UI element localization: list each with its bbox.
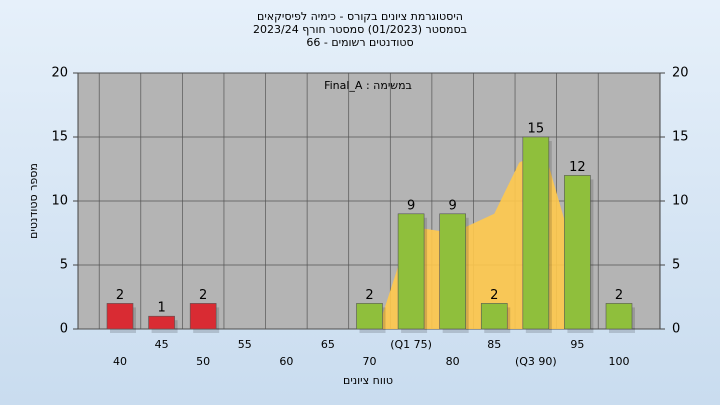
x-tick-label: 100 — [609, 355, 630, 368]
bar — [522, 136, 550, 330]
x-tick-label: 85 — [487, 338, 501, 351]
x-axis-label: טווח ציונים — [343, 374, 393, 387]
x-tick-label: 45 — [155, 338, 169, 351]
bar — [439, 213, 466, 330]
y2-tick-label: 0 — [672, 322, 680, 337]
y-tick-label: 15 — [51, 130, 68, 145]
data-label: 2 — [199, 288, 207, 303]
y-tick-label: 5 — [60, 258, 68, 273]
data-label: 2 — [615, 288, 623, 303]
x-tick-label: 40 — [113, 355, 127, 368]
y2-tick-label: 5 — [672, 258, 680, 273]
y2-tick-label: 15 — [672, 130, 689, 145]
chart-title: היסטוגרמת ציונים בקורס - כימיה לפיסיקאים — [257, 10, 463, 23]
x-tick-label: 55 — [238, 338, 252, 351]
bar — [564, 175, 591, 330]
y2-tick-label: 20 — [672, 66, 689, 81]
x-tick-label: (Q3 90) — [515, 355, 557, 368]
data-label: 2 — [490, 288, 498, 303]
y2-tick-label: 10 — [672, 194, 689, 209]
data-label: 15 — [528, 122, 545, 137]
bar — [605, 303, 633, 330]
data-label: 9 — [407, 198, 415, 213]
bar — [397, 213, 425, 330]
y-axis-label: מספר סטודנטים — [27, 163, 40, 239]
x-tick-label: 60 — [279, 355, 293, 368]
y-tick-label: 10 — [51, 194, 68, 209]
bar — [480, 303, 508, 330]
bar — [189, 303, 217, 330]
data-label: 9 — [449, 198, 457, 213]
bar — [148, 315, 175, 330]
annotation: Final_A : במשימה — [324, 79, 412, 92]
chart-subtitle: סטודנטים רשומים - 66 — [306, 36, 413, 49]
bar — [356, 303, 383, 330]
y-tick-label: 20 — [51, 66, 68, 81]
x-tick-label: 95 — [570, 338, 584, 351]
x-tick-label: 50 — [196, 355, 210, 368]
bar — [106, 303, 134, 330]
y-tick-label: 0 — [60, 322, 68, 337]
x-tick-label: 80 — [446, 355, 460, 368]
data-label: 2 — [116, 288, 124, 303]
chart-subtitle: בסמסטר (01/2023) סמסטר חורף 2023/24 — [253, 23, 467, 36]
x-tick-label: 65 — [321, 338, 335, 351]
x-tick-label: 70 — [363, 355, 377, 368]
x-tick-label: (Q1 75) — [390, 338, 432, 351]
data-label: 2 — [365, 288, 373, 303]
data-label: 12 — [569, 160, 586, 175]
data-label: 1 — [157, 301, 165, 316]
